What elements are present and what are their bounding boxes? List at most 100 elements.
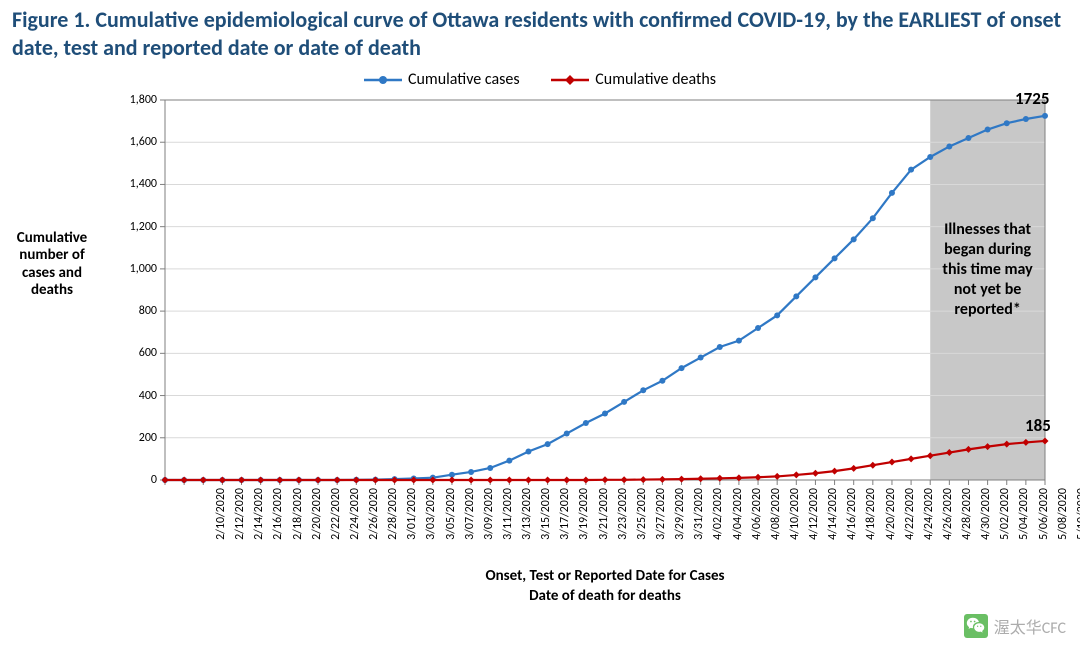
- y-tick-label: 200: [115, 431, 157, 445]
- x-tick-label: 3/11/2020: [501, 488, 515, 540]
- x-tick-label: 4/12/2020: [807, 488, 821, 540]
- deaths-marker: [448, 477, 455, 484]
- y-tick-label: 0: [115, 473, 157, 487]
- deaths-marker: [582, 477, 589, 484]
- x-tick-label: 2/26/2020: [367, 488, 381, 540]
- x-tick-label: 2/12/2020: [233, 488, 247, 540]
- plot-border: [165, 100, 1045, 480]
- x-tick-label: 2/22/2020: [329, 488, 343, 540]
- deaths-marker: [257, 477, 264, 484]
- x-tick-label: 4/08/2020: [769, 488, 783, 540]
- deaths-marker: [525, 477, 532, 484]
- deaths-marker: [353, 477, 360, 484]
- y-tick-label: 1,200: [115, 220, 157, 234]
- deaths-marker: [659, 476, 666, 483]
- cases-marker: [717, 344, 723, 350]
- deaths-marker: [678, 476, 685, 483]
- deaths-marker: [181, 477, 188, 484]
- x-tick-label: 4/26/2020: [941, 488, 955, 540]
- x-tick-label: 4/20/2020: [883, 488, 897, 540]
- deaths-marker: [621, 476, 628, 483]
- deaths-marker: [563, 477, 570, 484]
- cases-marker: [736, 338, 742, 344]
- y-tick-label: 600: [115, 346, 157, 360]
- x-tick-label: 3/03/2020: [424, 488, 438, 540]
- x-tick-label: 4/22/2020: [903, 488, 917, 540]
- cases-marker: [812, 274, 818, 280]
- deaths-marker: [238, 477, 245, 484]
- cases-marker: [564, 431, 570, 437]
- cases-marker: [1004, 120, 1010, 126]
- deaths-marker: [697, 475, 704, 482]
- cases-marker: [965, 135, 971, 141]
- cases-marker: [985, 127, 991, 133]
- deaths-marker: [888, 459, 895, 466]
- x-tick-label: 2/28/2020: [386, 488, 400, 540]
- x-tick-label: 3/21/2020: [596, 488, 610, 540]
- wechat-icon: [964, 614, 988, 638]
- deaths-marker: [602, 476, 609, 483]
- deaths-marker: [506, 477, 513, 484]
- deaths-marker: [276, 477, 283, 484]
- x-tick-label: 2/24/2020: [348, 488, 362, 540]
- end-label-deaths: 185: [1025, 415, 1051, 436]
- deaths-marker: [812, 470, 819, 477]
- x-tick-label: 3/29/2020: [673, 488, 687, 540]
- cases-marker: [793, 293, 799, 299]
- deaths-marker: [716, 475, 723, 482]
- x-tick-label: 3/15/2020: [539, 488, 553, 540]
- y-tick-label: 1,400: [115, 177, 157, 191]
- x-tick-label: 2/20/2020: [309, 488, 323, 540]
- deaths-marker: [544, 477, 551, 484]
- x-tick-label: 4/30/2020: [979, 488, 993, 540]
- deaths-marker: [869, 462, 876, 469]
- y-tick-label: 400: [115, 389, 157, 403]
- x-axis-label-2: Date of death for deaths: [165, 588, 1045, 605]
- cases-marker: [602, 411, 608, 417]
- x-tick-label: 4/02/2020: [711, 488, 725, 540]
- x-tick-label: 2/18/2020: [290, 488, 304, 540]
- x-tick-label: 4/18/2020: [864, 488, 878, 540]
- x-tick-label: 5/02/2020: [998, 488, 1012, 540]
- deaths-marker: [793, 471, 800, 478]
- cases-marker: [525, 449, 531, 455]
- cases-marker: [583, 420, 589, 426]
- cases-marker: [908, 167, 914, 173]
- x-tick-label: 4/04/2020: [730, 488, 744, 540]
- cases-marker: [679, 365, 685, 371]
- deaths-marker: [295, 477, 302, 484]
- deaths-marker: [640, 476, 647, 483]
- cases-marker: [774, 312, 780, 318]
- y-tick-label: 800: [115, 304, 157, 318]
- x-tick-label: 4/14/2020: [826, 488, 840, 540]
- deaths-marker: [200, 477, 207, 484]
- cases-marker: [832, 255, 838, 261]
- deaths-marker: [219, 477, 226, 484]
- cases-marker: [487, 465, 493, 471]
- cases-marker: [640, 387, 646, 393]
- x-tick-label: 3/23/2020: [616, 488, 630, 540]
- deaths-marker: [487, 477, 494, 484]
- deaths-marker: [831, 468, 838, 475]
- deaths-marker: [468, 477, 475, 484]
- x-tick-label: 5/06/2020: [1036, 488, 1050, 540]
- watermark-text: 渥太华CFC: [994, 614, 1066, 638]
- line-chart: [0, 0, 1080, 648]
- y-tick-label: 1,800: [115, 93, 157, 107]
- deaths-marker: [850, 465, 857, 472]
- cases-marker: [755, 325, 761, 331]
- x-tick-label: 3/13/2020: [520, 488, 534, 540]
- end-label-cases: 1725: [1015, 88, 1049, 109]
- deaths-marker: [162, 477, 169, 484]
- deaths-marker: [908, 455, 915, 462]
- x-tick-label: 3/19/2020: [577, 488, 591, 540]
- cases-marker: [1023, 116, 1029, 122]
- y-tick-label: 1,000: [115, 262, 157, 276]
- deaths-marker: [774, 473, 781, 480]
- cases-marker: [621, 399, 627, 405]
- x-tick-label: 5/08/2020: [1056, 488, 1070, 540]
- x-tick-label: 4/24/2020: [922, 488, 936, 540]
- x-tick-label: 3/05/2020: [443, 488, 457, 540]
- x-tick-label: 4/28/2020: [960, 488, 974, 540]
- cases-marker: [927, 154, 933, 160]
